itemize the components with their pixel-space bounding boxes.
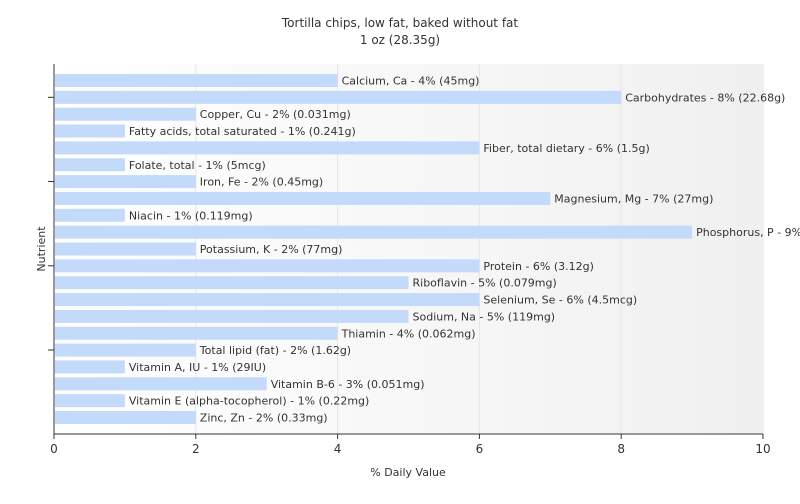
bar-label-9: Phosphorus, P - 9% (90mg) (696, 226, 800, 239)
x-tick-label-4: 8 (617, 442, 625, 456)
bar-18 (55, 377, 267, 391)
bar-label-14: Sodium, Na - 5% (119mg) (413, 310, 556, 323)
bar-label-7: Magnesium, Mg - 7% (27mg) (554, 192, 713, 205)
bar-6 (55, 175, 196, 189)
x-tick-label-5: 10 (755, 442, 770, 456)
bar-label-6: Iron, Fe - 2% (0.45mg) (200, 176, 323, 189)
bar-label-5: Folate, total - 1% (5mcg) (129, 159, 266, 172)
x-tick-label-2: 4 (334, 442, 342, 456)
bar-label-10: Potassium, K - 2% (77mg) (200, 243, 343, 256)
bar-labels: Calcium, Ca - 4% (45mg) Carbohydrates - 8… (129, 75, 800, 425)
bar-2 (55, 107, 196, 121)
bar-17 (55, 360, 125, 374)
bar-label-11: Protein - 6% (3.12g) (483, 260, 594, 273)
x-tick-label-0: 0 (50, 442, 58, 456)
bar-label-16: Total lipid (fat) - 2% (1.62g) (199, 344, 351, 357)
y-axis-label: Nutrient (35, 226, 48, 272)
bar-label-8: Niacin - 1% (0.119mg) (129, 209, 253, 222)
bar-8 (55, 208, 125, 222)
bar-label-19: Vitamin E (alpha-tocopherol) - 1% (0.22m… (129, 395, 369, 408)
bar-label-2: Copper, Cu - 2% (0.031mg) (200, 108, 351, 121)
bar-label-1: Carbohydrates - 8% (22.68g) (625, 91, 785, 104)
bars (55, 74, 693, 424)
axes (53, 64, 763, 435)
x-ticks: 0 2 4 6 8 10 (50, 434, 771, 456)
bar-label-20: Zinc, Zn - 2% (0.33mg) (200, 412, 328, 425)
bar-label-3: Fatty acids, total saturated - 1% (0.241… (129, 125, 356, 138)
bar-label-17: Vitamin A, IU - 1% (29IU) (129, 361, 266, 374)
bar-19 (55, 394, 125, 408)
bar-3 (55, 124, 125, 138)
bar-16 (55, 343, 196, 357)
bar-label-18: Vitamin B-6 - 3% (0.051mg) (271, 378, 425, 391)
bar-0 (55, 74, 338, 87)
bar-label-12: Riboflavin - 5% (0.079mg) (413, 277, 557, 290)
bar-label-4: Fiber, total dietary - 6% (1.5g) (483, 142, 649, 155)
bar-9 (55, 225, 693, 239)
grid-lines (195, 64, 764, 434)
bar-label-0: Calcium, Ca - 4% (45mg) (342, 75, 480, 88)
bar-1 (55, 90, 622, 104)
bar-11 (55, 259, 480, 273)
bar-7 (55, 191, 551, 205)
x-axis-label: % Daily Value (370, 466, 446, 479)
chart-subtitle: 1 oz (28.35g) (360, 33, 440, 47)
bar-4 (55, 141, 480, 155)
bar-15 (55, 326, 338, 340)
bar-label-13: Selenium, Se - 6% (4.5mcg) (483, 294, 637, 307)
chart-title: Tortilla chips, low fat, baked without f… (281, 16, 519, 30)
x-tick-label-1: 2 (192, 442, 200, 456)
y-ticks (48, 96, 54, 351)
bar-10 (55, 242, 196, 256)
bar-14 (55, 309, 409, 323)
bar-20 (55, 411, 196, 424)
bar-12 (55, 276, 409, 290)
bar-13 (55, 293, 480, 307)
bar-5 (55, 158, 125, 172)
bar-label-15: Thiamin - 4% (0.062mg) (341, 327, 476, 340)
x-tick-label-3: 6 (476, 442, 484, 456)
